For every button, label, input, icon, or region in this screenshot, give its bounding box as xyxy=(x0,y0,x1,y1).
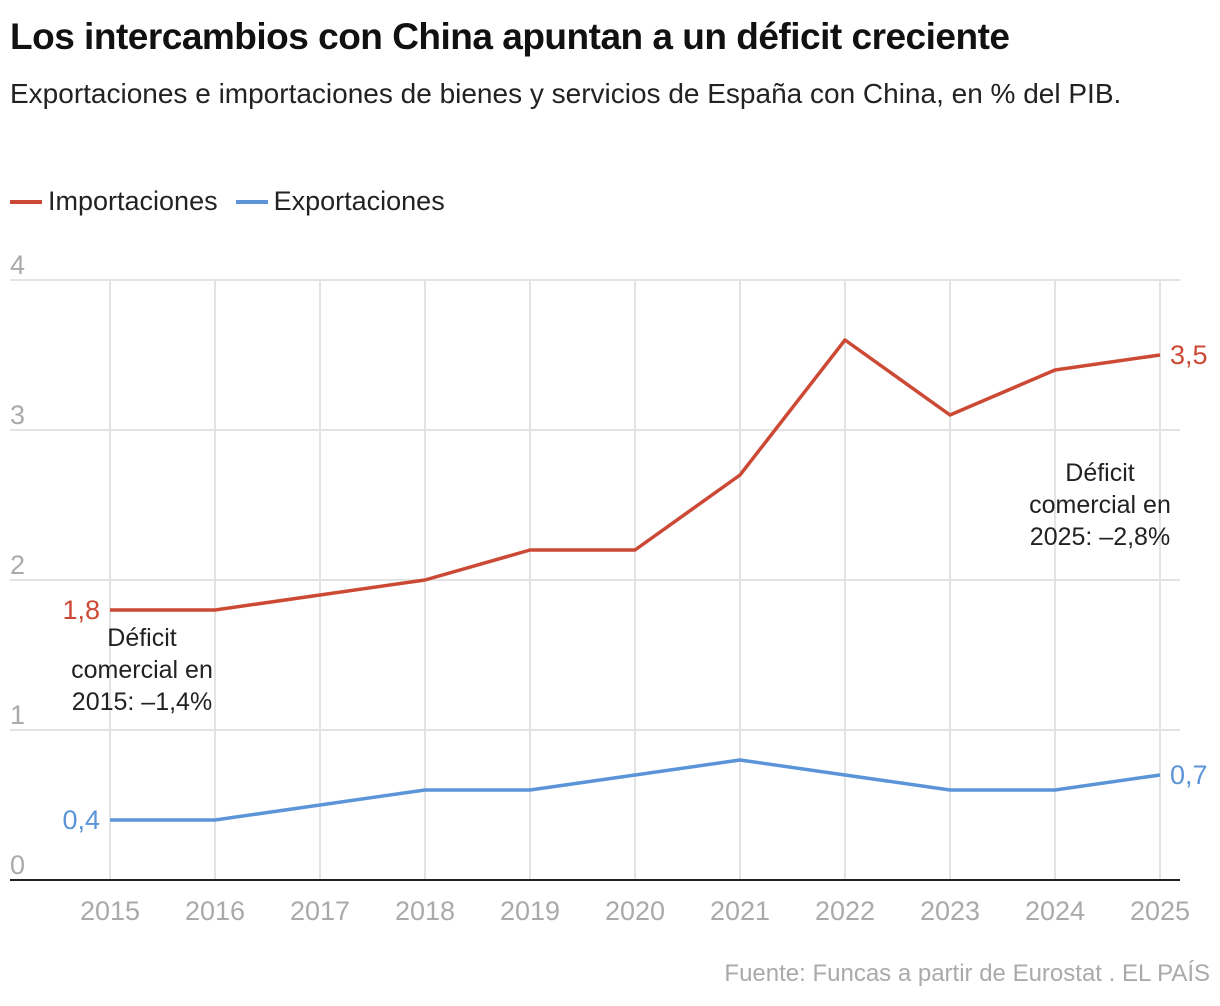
series-line-importaciones xyxy=(110,338,1161,612)
y-tick-label: 3 xyxy=(10,400,25,430)
x-tick-label: 2023 xyxy=(920,896,980,926)
end-value-label: 3,5 xyxy=(1170,340,1208,370)
x-tick-label: 2016 xyxy=(185,896,245,926)
y-tick-label: 4 xyxy=(10,250,25,280)
y-tick-label: 2 xyxy=(10,550,25,580)
x-tick-label: 2024 xyxy=(1025,896,1085,926)
annotation-text: comercial en xyxy=(71,656,213,684)
x-tick-label: 2022 xyxy=(815,896,875,926)
annotation-text: 2025: –2,8% xyxy=(1030,523,1170,551)
end-value-label: 0,7 xyxy=(1170,760,1208,790)
x-tick-label: 2020 xyxy=(605,896,665,926)
legend-label: Exportaciones xyxy=(273,186,445,216)
start-value-label: 0,4 xyxy=(62,805,100,835)
annotation-text: 2015: –1,4% xyxy=(72,688,212,716)
legend: Importaciones Exportaciones xyxy=(10,186,445,217)
x-tick-label: 2019 xyxy=(500,896,560,926)
chart-subtitle: Exportaciones e importaciones de bienes … xyxy=(10,78,1122,109)
x-tick-label: 2018 xyxy=(395,896,455,926)
x-tick-label: 2025 xyxy=(1130,896,1190,926)
legend-swatch xyxy=(10,199,42,204)
series-line-exportaciones xyxy=(110,758,1161,822)
legend-item-exportaciones: Exportaciones xyxy=(235,186,445,217)
source-note: Fuente: Funcas a partir de Eurostat . EL… xyxy=(724,960,1210,987)
x-tick-label: 2015 xyxy=(80,896,140,926)
annotation-text: Déficit xyxy=(107,624,177,652)
annotation-text: comercial en xyxy=(1029,491,1171,519)
chart-title: Los intercambios con China apuntan a un … xyxy=(10,16,1010,57)
y-tick-label: 0 xyxy=(10,850,25,880)
y-tick-label: 1 xyxy=(10,700,25,730)
annotation-text: Déficit xyxy=(1065,459,1135,487)
x-tick-label: 2017 xyxy=(290,896,350,926)
legend-swatch xyxy=(235,199,268,204)
legend-label: Importaciones xyxy=(48,186,218,216)
x-tick-label: 2021 xyxy=(710,896,770,926)
start-value-label: 1,8 xyxy=(62,595,100,625)
legend-item-importaciones: Importaciones xyxy=(10,186,218,217)
